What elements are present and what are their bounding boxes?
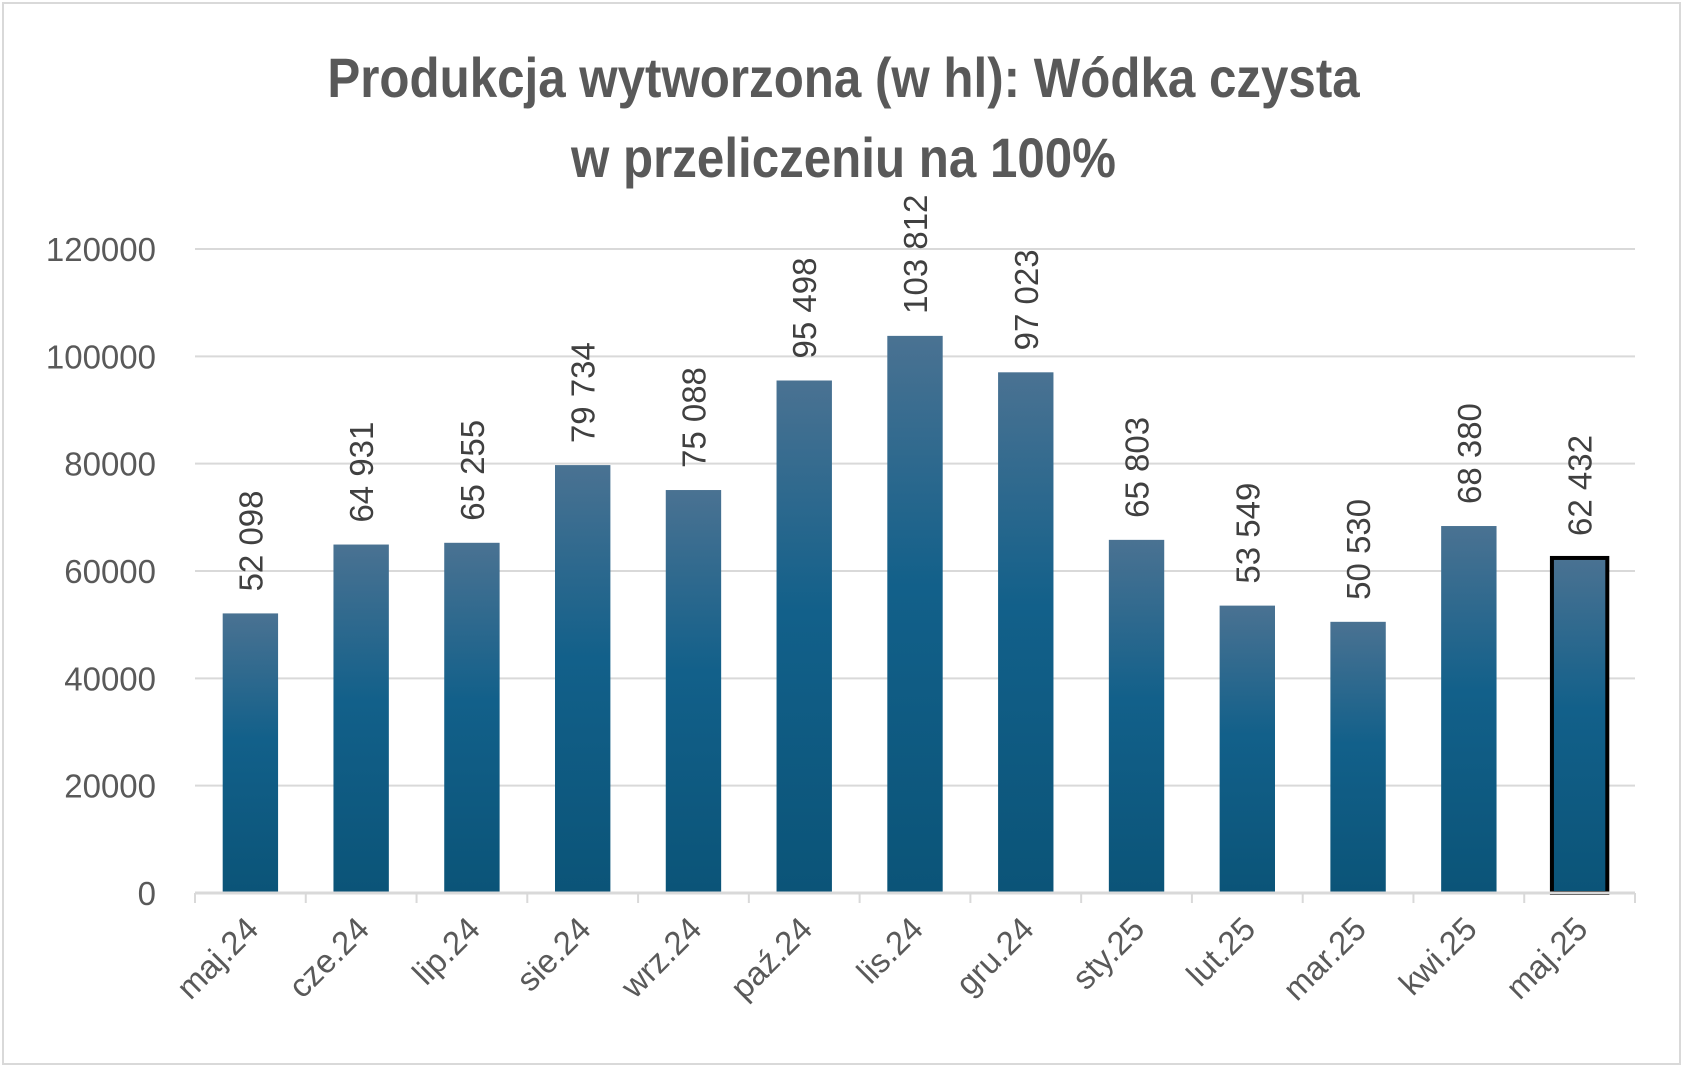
- bar-cze.24: [333, 544, 389, 893]
- bar-kwi.25: [1441, 526, 1497, 893]
- x-tick-label: kwi.25: [1391, 910, 1483, 1002]
- y-tick-label: 80000: [64, 446, 156, 483]
- y-tick-label: 40000: [64, 660, 156, 697]
- x-tick-label: maj.24: [169, 910, 265, 1006]
- data-label: 64 931: [343, 422, 380, 523]
- y-tick-label: 120000: [46, 231, 156, 268]
- bar-sty.25: [1108, 539, 1165, 893]
- x-axis-labels: maj.24 cze.24 lip.24 sie.24 wrz.24 paź.24 lis.…: [169, 910, 1594, 1008]
- data-label: 75 088: [675, 367, 712, 468]
- bar-lis.24: [887, 335, 943, 893]
- y-tick-label: 60000: [64, 553, 156, 590]
- y-tick-label: 0: [138, 875, 156, 912]
- data-label: 65 255: [454, 420, 491, 521]
- chart-title-line-2: w przeliczeniu na 100%: [570, 126, 1117, 189]
- x-tick-label: sty.25: [1065, 910, 1152, 997]
- bar-lip.24: [444, 542, 500, 893]
- data-label: 53 549: [1229, 483, 1266, 584]
- data-label: 62 432: [1562, 435, 1599, 536]
- x-tick-label: lis.24: [849, 910, 930, 991]
- x-tick-label: paź.24: [723, 910, 819, 1006]
- x-tick-label: maj.25: [1498, 910, 1594, 1006]
- bar-lut.25: [1219, 605, 1275, 893]
- chart-title-line-1: Produkcja wytworzona (w hl): Wódka czyst…: [327, 46, 1360, 109]
- x-tick-label: sie.24: [509, 910, 597, 998]
- x-tick-label: cze.24: [281, 910, 376, 1005]
- data-label: 68 380: [1451, 403, 1488, 504]
- bar-gru.24: [998, 372, 1054, 893]
- y-tick-label: 100000: [46, 338, 156, 375]
- bar-maj.25: [1549, 555, 1610, 895]
- bar-maj.24: [222, 613, 279, 893]
- data-label: 79 734: [565, 342, 602, 443]
- x-tick-label: wrz.24: [613, 910, 709, 1006]
- data-label: 52 098: [232, 490, 269, 591]
- x-tick-label: mar.25: [1276, 910, 1374, 1008]
- x-tick-label: lut.25: [1179, 910, 1262, 993]
- bar-mar.25: [1330, 621, 1386, 893]
- data-label: 50 530: [1340, 499, 1377, 600]
- data-label: 65 803: [1119, 417, 1156, 518]
- x-tick-label: lip.24: [405, 910, 487, 992]
- bars: [222, 335, 1610, 895]
- chart-title: Produkcja wytworzona (w hl): Wódka czyst…: [0, 38, 1687, 198]
- data-label: 95 498: [786, 258, 823, 359]
- data-label: 97 023: [1008, 249, 1045, 350]
- bar-wrz.24: [665, 490, 722, 893]
- y-tick-label: 20000: [64, 768, 156, 805]
- x-axis: [194, 891, 1636, 903]
- x-tick-label: gru.24: [948, 910, 1040, 1002]
- bar-sie.24: [555, 465, 611, 893]
- data-label: 103 812: [897, 195, 934, 314]
- y-axis-ticks: 0 20000 40000 60000 80000 100000 120000: [46, 231, 156, 912]
- data-labels: 52 098 64 931 65 255 79 734 75 088 95 498 103 …: [232, 195, 1598, 600]
- bar-paź.24: [776, 380, 832, 893]
